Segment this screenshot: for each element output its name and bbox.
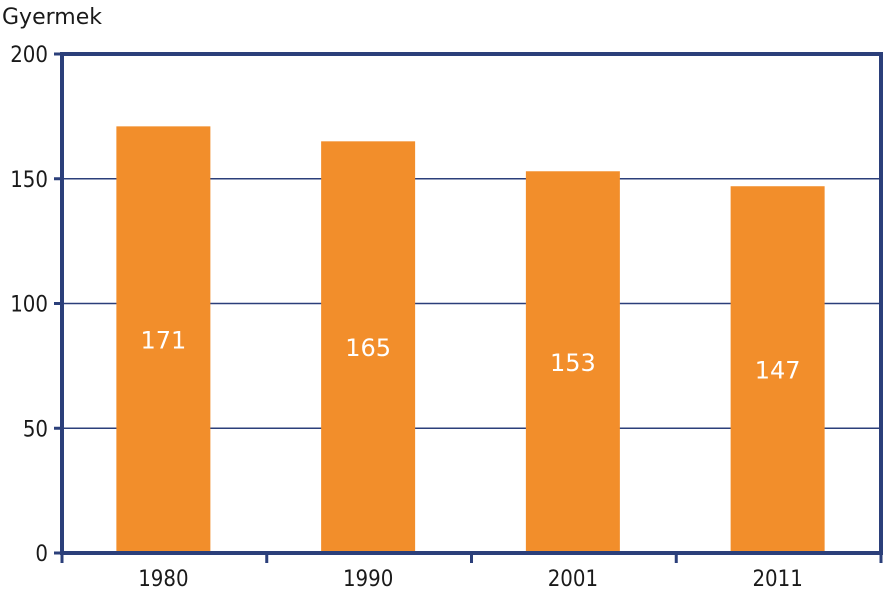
- y-tick-label: 200: [10, 43, 48, 68]
- data-label: 147: [755, 357, 801, 385]
- bar: [116, 126, 211, 553]
- y-tick-label: 150: [10, 168, 48, 193]
- data-label: 171: [140, 327, 186, 355]
- bar: [321, 141, 416, 553]
- bars: [116, 126, 825, 554]
- y-tick-label: 50: [23, 417, 48, 442]
- x-tick-label: 2011: [752, 567, 802, 590]
- x-tick-label: 1990: [343, 567, 393, 590]
- axes: [54, 52, 883, 563]
- data-label: 165: [345, 334, 391, 362]
- data-label: 153: [550, 349, 596, 377]
- x-tick-label: 1980: [138, 567, 188, 590]
- bar: [730, 186, 825, 554]
- x-tick-label: 2001: [548, 567, 598, 590]
- y-tick-label: 0: [35, 542, 48, 567]
- y-axis-title: Gyermek: [2, 5, 102, 30]
- y-tick-labels: 0 50 100 150 200: [10, 43, 48, 567]
- x-tick-labels: 1980 1990 2001 2011: [138, 567, 803, 590]
- y-tick-label: 100: [10, 293, 48, 318]
- data-labels: 171 165 153 147: [140, 327, 800, 385]
- bar: [525, 171, 620, 553]
